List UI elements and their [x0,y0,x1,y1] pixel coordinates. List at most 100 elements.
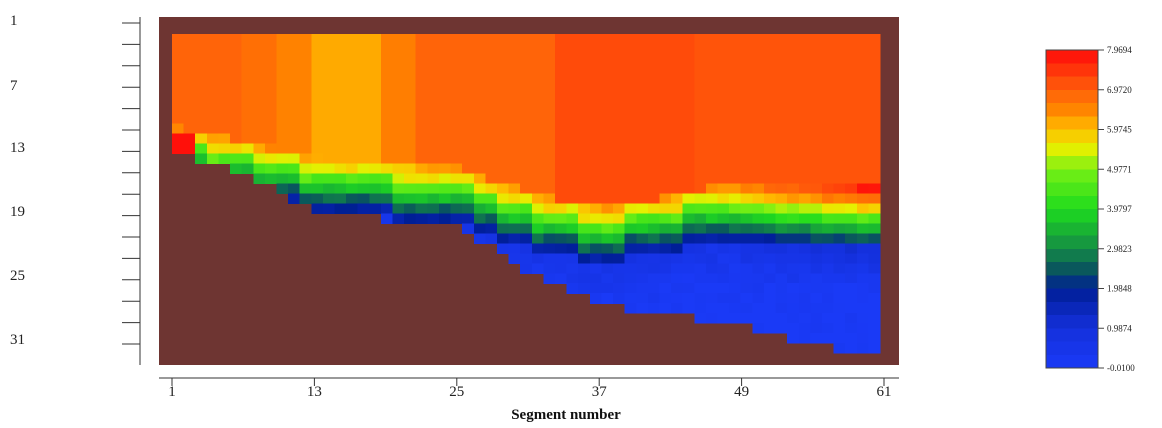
heatmap-cell [427,63,440,75]
heatmap-cell [636,283,649,294]
heatmap-cell [845,283,858,294]
heatmap-cell [183,43,196,55]
heatmap-cell [450,83,463,95]
heatmap-cell [868,93,881,105]
heatmap-cell [624,133,637,145]
heatmap-cell [752,253,765,264]
heatmap-cell [427,133,440,145]
heatmap-cell [810,34,823,45]
heatmap-cell [369,153,382,165]
heatmap-cell [729,193,742,205]
heatmap-cell [833,263,846,274]
colorbar-band [1046,195,1098,210]
heatmap-cell [717,123,730,135]
heatmap-cell [682,163,695,175]
heatmap-cell [485,173,498,185]
heatmap-cell [508,203,521,215]
heatmap-cell [856,203,869,215]
heatmap-cell [520,93,533,105]
heatmap-cell [485,143,498,155]
heatmap-cell [578,233,591,244]
heatmap-cell [520,153,533,165]
heatmap-cell [601,83,614,95]
heatmap-cell [810,103,823,115]
heatmap-cell [485,233,498,244]
heatmap-cell [578,73,591,85]
heatmap-cell [601,213,614,225]
heatmap-cell [740,173,753,185]
heatmap-cell [392,34,405,45]
heatmap-cell [694,163,707,175]
heatmap-cell [717,273,730,284]
heatmap-cell [821,273,835,284]
heatmap-cell [415,113,428,125]
heatmap-cell [404,83,417,95]
heatmap-cell [647,283,661,294]
heatmap-cell [531,73,545,85]
y-axis: 1 7 13 19 25 31 [10,13,141,365]
heatmap-cell [659,223,672,234]
heatmap-cell [566,183,579,195]
heatmap-cell [183,103,196,115]
heatmap-cell [589,43,603,55]
heatmap-cell [566,123,579,135]
heatmap-cell [752,303,765,314]
heatmap-cell [821,243,835,254]
heatmap-cell [682,143,695,155]
heatmap-cell [427,103,440,115]
heatmap-cell [264,83,278,95]
heatmap-cell [311,43,324,55]
heatmap-cell [520,233,533,244]
heatmap-cell [543,253,556,264]
heatmap-cell [346,34,359,45]
heatmap-cell [206,143,220,155]
heatmap-cell [427,193,440,205]
heatmap-cell [810,73,823,85]
heatmap-cell [624,273,637,284]
heatmap-cell [740,233,753,244]
heatmap-cell [508,223,521,234]
heatmap-cell [543,263,556,274]
heatmap-cell [647,223,661,234]
heatmap-cell [810,123,823,135]
heatmap-cell [264,133,278,145]
heatmap-cell [647,93,661,105]
heatmap-cell [798,183,811,195]
heatmap-cell [682,203,695,215]
heatmap-cell [218,123,231,135]
heatmap-cell [717,283,730,294]
heatmap-cell [763,183,777,195]
heatmap-cell [729,53,742,65]
heatmap-cell [624,113,637,125]
heatmap-cell [496,173,510,185]
heatmap-cell [555,53,568,65]
heatmap-cell [288,163,301,175]
heatmap-cell [322,153,336,165]
heatmap-cell [555,83,568,95]
heatmap-cell [230,43,243,55]
heatmap-cell [775,213,788,225]
heatmap-cell [763,73,777,85]
heatmap-cell [856,323,869,334]
heatmap-cell [833,213,846,225]
heatmap-cell [613,93,626,105]
heatmap-cell [845,173,858,185]
heatmap-cell [531,153,545,165]
heatmap-cell [763,123,777,135]
colorbar-band [1046,182,1098,197]
heatmap-cell [717,243,730,254]
heatmap-cell [230,153,243,165]
heatmap-cell [752,243,765,254]
heatmap-cell [682,34,695,45]
heatmap-cell [427,183,440,195]
heatmap-cell [276,183,289,195]
heatmap-cell [346,123,359,135]
heatmap-cell [821,93,835,105]
heatmap-cell [438,34,452,45]
heatmap-cell [555,123,568,135]
heatmap-cell [810,93,823,105]
heatmap-cell [613,103,626,115]
heatmap-cell [392,103,405,115]
heatmap-cell [845,113,858,125]
heatmap-cell [705,313,719,324]
